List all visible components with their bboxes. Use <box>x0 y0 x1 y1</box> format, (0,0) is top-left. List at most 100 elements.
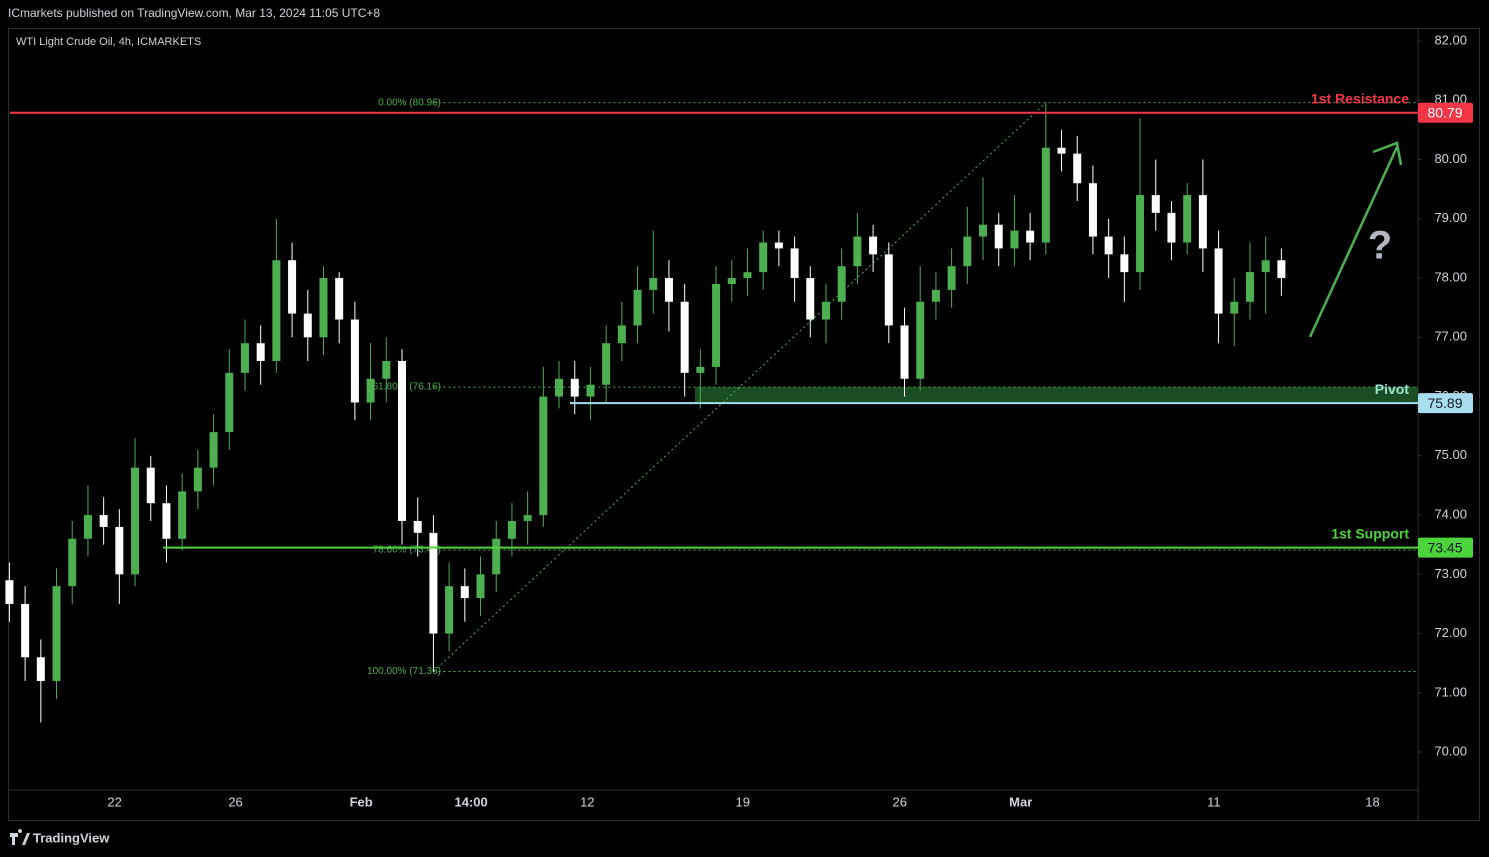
candle-body <box>319 278 328 338</box>
candle-body <box>837 266 846 302</box>
y-tick-label: 78.00 <box>1434 269 1467 284</box>
candle-body <box>1010 230 1019 249</box>
y-tick-label: 70.00 <box>1434 744 1467 759</box>
fib-label: 78.60% (73.41) <box>373 545 441 556</box>
candle-body <box>1198 195 1207 249</box>
candle-body <box>1261 260 1270 273</box>
candle-body <box>1104 236 1113 255</box>
candle-body <box>398 361 407 521</box>
y-tick-label: 72.00 <box>1434 625 1467 640</box>
candle-body <box>806 278 815 320</box>
candle-body <box>429 532 438 634</box>
candle-body <box>1214 248 1223 314</box>
y-tick-label: 74.00 <box>1434 507 1467 522</box>
candle-body <box>617 325 626 344</box>
candle-body <box>649 278 658 290</box>
x-tick-label: 14:00 <box>454 794 487 809</box>
candle-body <box>1167 212 1176 243</box>
candle-body <box>507 520 516 539</box>
candle-body <box>146 467 155 504</box>
candle-body <box>884 254 893 326</box>
fib-label: 100.00% (71.36) <box>367 666 441 677</box>
candle-body <box>931 289 940 302</box>
candle-body <box>303 313 312 338</box>
x-tick-label: 12 <box>580 794 594 809</box>
candle-body <box>570 378 579 397</box>
candle-body <box>712 283 721 367</box>
candle-body <box>209 432 218 468</box>
logo-icon <box>10 829 30 845</box>
publisher: ICmarkets published on TradingView.com, … <box>8 6 380 20</box>
brand: TradingView <box>33 830 110 845</box>
candle-body <box>979 224 988 237</box>
candle-body <box>1230 301 1239 314</box>
candle-body <box>1136 195 1145 273</box>
y-tick-label: 79.00 <box>1434 210 1467 225</box>
candle-body <box>288 260 297 314</box>
candle-body <box>1073 153 1082 184</box>
y-tick-label: 73.00 <box>1434 566 1467 581</box>
candle-body <box>178 491 187 539</box>
candle-body <box>1183 195 1192 243</box>
candle-body <box>900 325 909 379</box>
price-label: 80.79 <box>1427 104 1462 120</box>
candle-body <box>602 343 611 385</box>
candle-body <box>1041 147 1050 243</box>
candle-body <box>947 266 956 290</box>
candle-body <box>680 301 689 373</box>
price-label-box <box>1418 102 1473 123</box>
candle-body <box>68 538 77 587</box>
candle-body <box>350 319 359 403</box>
candle-body <box>916 301 925 379</box>
candle-body <box>1088 183 1097 237</box>
candle-body <box>366 378 375 403</box>
candle-body <box>774 242 783 249</box>
candle-body <box>523 515 532 521</box>
candle-body <box>727 278 736 284</box>
price-label-box <box>1418 537 1473 558</box>
price-label: 75.89 <box>1427 395 1462 411</box>
x-tick-label: 26 <box>893 794 907 809</box>
candle-body <box>994 224 1003 249</box>
candle-body <box>445 586 454 634</box>
candle-body <box>272 260 281 362</box>
x-tick-label: 26 <box>228 794 242 809</box>
candle-body <box>52 586 61 681</box>
trend-line <box>433 102 1047 672</box>
fib-label: 61.80% (76.16) <box>373 382 441 393</box>
arrow <box>1308 141 1403 338</box>
candle-body <box>586 384 595 397</box>
candle-body <box>36 657 45 681</box>
annotation: ? <box>1368 224 1392 268</box>
candle-body <box>555 378 564 397</box>
candle-body <box>821 301 830 320</box>
candle-body <box>476 574 485 599</box>
y-tick-label: 80.00 <box>1434 151 1467 166</box>
candle-body <box>193 467 202 492</box>
pivot-zone <box>695 387 1418 404</box>
candle-body <box>743 272 752 279</box>
x-tick-label: Feb <box>350 794 373 809</box>
price-label-box <box>1418 393 1473 414</box>
candle-body <box>256 343 265 362</box>
candle-body <box>131 467 140 575</box>
candle-body <box>853 236 862 267</box>
candle-body <box>240 343 249 373</box>
footer-logo[interactable]: TradingView <box>10 829 110 845</box>
candle-body <box>1026 230 1035 243</box>
level-name: Pivot <box>1375 381 1410 397</box>
candle-body <box>633 289 642 326</box>
candle-body <box>1151 195 1160 213</box>
y-tick-label: 77.00 <box>1434 329 1467 344</box>
level-name: 1st Support <box>1331 525 1409 541</box>
candle-body <box>492 538 501 575</box>
candle-body <box>225 372 234 433</box>
frame <box>8 28 1480 821</box>
candle-body <box>664 278 673 302</box>
x-tick-label: Mar <box>1009 794 1032 809</box>
chart-title: WTI Light Crude Oil, 4h, ICMARKETS <box>16 36 201 48</box>
level-name: 1st Resistance <box>1311 90 1409 106</box>
